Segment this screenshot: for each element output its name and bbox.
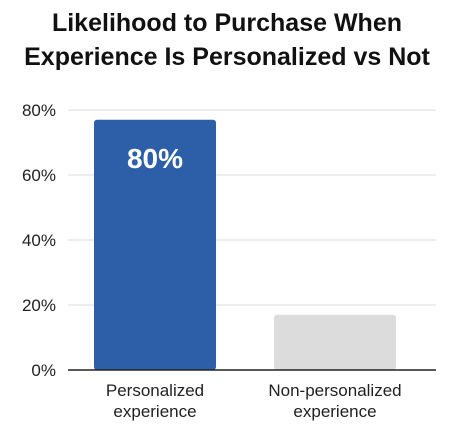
bar [94,119,216,370]
y-tick-label: 60% [22,166,56,185]
data-label: 80% [127,143,183,174]
x-tick-label-line: experience [293,402,376,421]
y-tick-label: 40% [22,231,56,250]
x-tick-label-line: experience [113,402,196,421]
x-tick-label-line: Non-personalized [268,381,401,400]
y-tick-label: 20% [22,296,56,315]
chart-title-line-2: Experience Is Personalized vs Not [24,43,430,71]
chart-title: Likelihood to Purchase When Experience I… [0,6,454,74]
x-tick-label: Non-personalized experience [268,381,401,421]
y-tick-label: 0% [31,361,56,380]
bar [274,314,396,370]
x-tick-label: Personalized experience [106,381,204,421]
y-tick-label: 80% [22,101,56,120]
x-tick-label-line: Personalized [106,381,204,400]
chart-title-line-1: Likelihood to Purchase When [51,9,403,37]
